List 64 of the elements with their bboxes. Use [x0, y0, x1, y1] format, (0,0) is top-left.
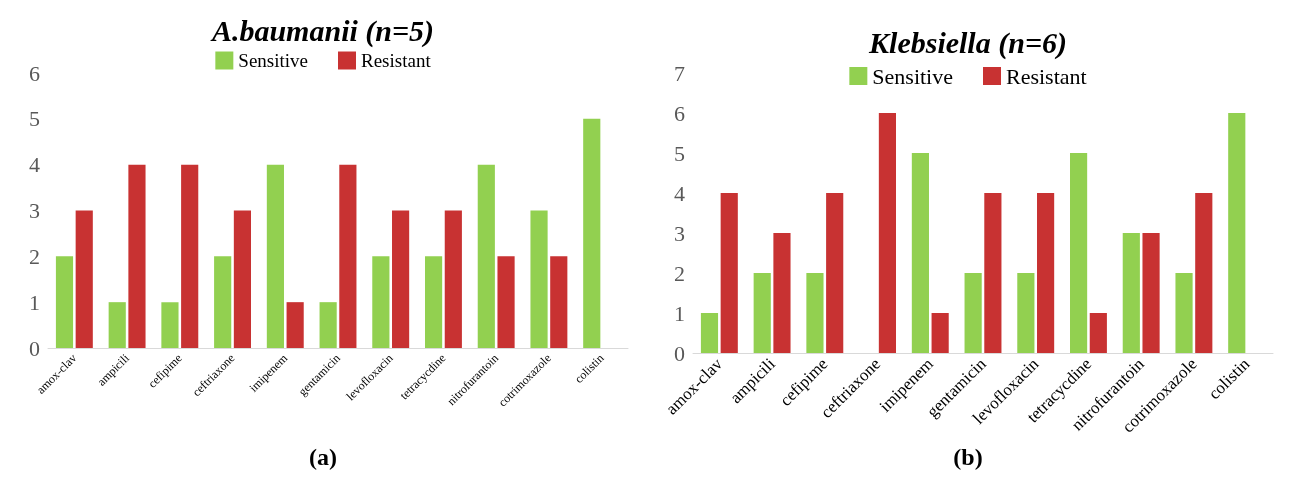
bar — [1037, 193, 1055, 353]
bar — [583, 118, 601, 348]
legend-label: Sensitive — [238, 50, 309, 71]
bar — [1089, 313, 1107, 353]
y-tick-label: 0 — [29, 335, 40, 361]
bar — [477, 164, 495, 348]
bar — [233, 210, 251, 348]
bar — [530, 210, 548, 348]
y-tick-label: 6 — [674, 100, 685, 126]
y-tick-label: 3 — [29, 198, 40, 223]
y-tick-label: 4 — [674, 180, 685, 206]
bar — [286, 302, 304, 348]
bar — [181, 164, 199, 348]
bar — [372, 256, 390, 348]
chart-title: A.baumanii (n=5) — [209, 13, 435, 48]
bar — [425, 256, 443, 348]
y-tick-label: 2 — [29, 243, 40, 269]
bar — [1175, 273, 1193, 353]
y-tick-label: 1 — [674, 300, 685, 326]
y-tick-label: 5 — [29, 106, 40, 132]
bar — [1228, 113, 1246, 353]
bar — [806, 273, 824, 353]
bar — [55, 256, 74, 348]
bar — [550, 256, 568, 348]
bar — [773, 233, 791, 353]
bar — [1070, 153, 1088, 353]
y-tick-label: 6 — [29, 60, 40, 86]
bar — [444, 210, 462, 348]
bar — [700, 313, 719, 353]
bar — [339, 164, 357, 348]
y-tick-label: 5 — [674, 140, 685, 166]
text: (b) — [953, 444, 983, 470]
bar — [1122, 233, 1140, 353]
bar — [826, 193, 844, 353]
y-tick-label: 1 — [29, 289, 40, 315]
bar — [319, 302, 337, 348]
bar — [720, 193, 738, 353]
y-tick-label: 0 — [674, 340, 685, 366]
bar — [1142, 233, 1160, 353]
bar — [911, 153, 929, 353]
bar — [108, 302, 126, 348]
bar — [753, 273, 771, 353]
y-tick-label: 2 — [674, 260, 685, 286]
bar — [931, 313, 949, 353]
bar — [214, 256, 232, 348]
text: (a) — [309, 444, 337, 470]
bar — [266, 164, 284, 348]
y-tick-label: 7 — [674, 60, 685, 86]
bar — [1195, 193, 1213, 353]
legend-label: Resistant — [1006, 63, 1087, 89]
y-tick-label: 3 — [674, 220, 685, 246]
bar — [75, 210, 93, 348]
bar — [1017, 273, 1035, 353]
chart-title: Klebsiella (n=6) — [868, 25, 1067, 60]
bar — [161, 302, 179, 348]
bar — [128, 164, 146, 348]
legend-label: Sensitive — [872, 63, 954, 89]
legend-label: Resistant — [361, 50, 432, 71]
bar — [497, 256, 515, 348]
bar — [878, 113, 896, 353]
bar — [392, 210, 410, 348]
y-tick-label: 4 — [29, 152, 40, 178]
bar — [964, 273, 982, 353]
bar — [984, 193, 1002, 353]
